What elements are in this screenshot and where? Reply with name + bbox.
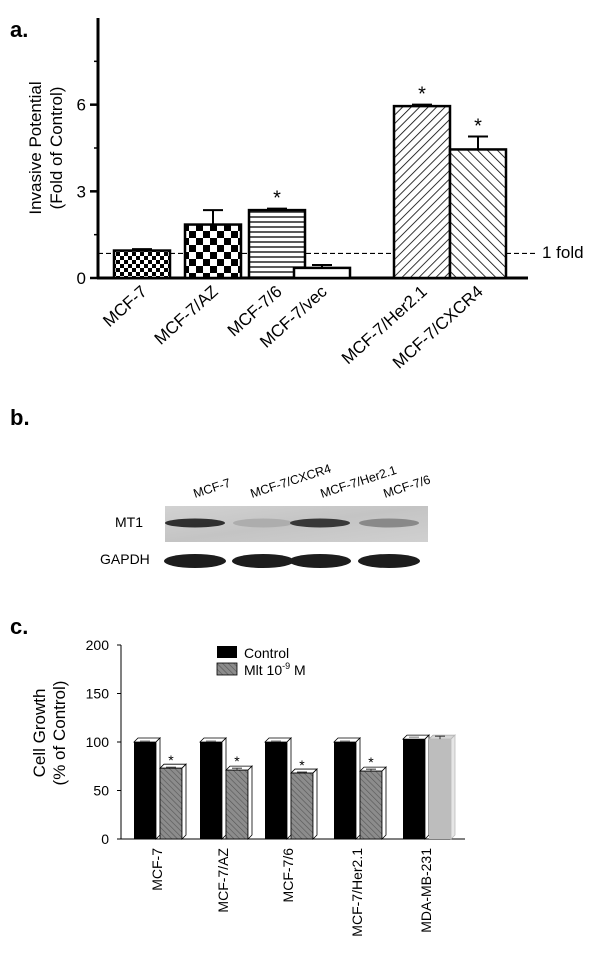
gapdh-band [232, 554, 294, 568]
gapdh-band [358, 554, 420, 568]
western-blot-bands [164, 518, 420, 568]
panel-c-bar-control [134, 742, 156, 839]
panel-c-significance-star: * [168, 752, 174, 768]
panel-c-significance-star: * [368, 754, 374, 770]
legend-mlt-exponent: -9 [282, 661, 290, 671]
panel-c-y-axis-title: Cell Growth (% of Control) [30, 681, 69, 786]
legend-label-mlt: Mlt 10-9 M [244, 661, 306, 678]
panel-c-y-tick-label: 150 [86, 686, 110, 702]
panel-c-y-tick-label: 200 [86, 637, 110, 653]
panel-c-bar-control-side [355, 737, 361, 840]
gapdh-band [289, 554, 351, 568]
panel-a-label: a. [10, 17, 28, 42]
panel-c-bar-mlt [429, 739, 451, 839]
panel-c-y-tick-label: 100 [86, 734, 110, 750]
panel-c-bar-mlt-side [181, 763, 187, 840]
panel-c-x-tick-label: MCF-7/Her2.1 [349, 848, 365, 937]
panel-c-bar-mlt-side [312, 768, 318, 840]
panel-a-x-tick-label: MCF-7 [99, 282, 150, 331]
panel-c-bar-mlt-side [247, 765, 253, 840]
panel-c-x-tick-label: MCF-7/AZ [215, 848, 231, 913]
panel-c-bar-mlt [290, 772, 314, 840]
panel-c-bar-control [403, 739, 425, 839]
panel-a-significance-star: * [474, 115, 482, 137]
legend-swatch-control [217, 646, 237, 658]
legend-mlt-text: Mlt 10 [244, 662, 282, 678]
panel-a-ylabel-line2: (Fold of Control) [47, 87, 66, 210]
blot-row-label-gapdh: GAPDH [100, 551, 150, 567]
panel-c-bar-control-side [424, 734, 430, 840]
panel-a-significance-star: * [273, 188, 281, 210]
panel-c-y-tick-label: 50 [93, 783, 109, 799]
panel-b-label: b. [10, 405, 30, 430]
panel-c-y-tick-label: 0 [101, 831, 109, 847]
panel-c-legend: Control Mlt 10-9 M [216, 645, 306, 678]
panel-c-bar-control-side [155, 737, 161, 840]
panel-a-ylabel-line1: Invasive Potential [26, 81, 45, 214]
panel-a-x-tick-label: MCF-7/AZ [151, 282, 222, 349]
panel-c-bar-control [334, 742, 356, 839]
panel-a-y-tick-label: 6 [77, 96, 86, 115]
panel-c-significance-star: * [234, 753, 240, 769]
panel-c-x-tick-label: MDA-MB-231 [418, 848, 434, 933]
panel-c-ylabel-line2: (% of Control) [50, 681, 69, 786]
reference-line-label: 1 fold [542, 243, 584, 262]
mt1-band [290, 518, 350, 528]
mt1-band [233, 518, 293, 528]
panel-a-bar [448, 148, 508, 280]
panel-c-bar-control [200, 742, 222, 839]
blot-row-label-mt1: MT1 [115, 514, 143, 530]
gapdh-band [164, 554, 226, 568]
mt1-band [359, 518, 419, 528]
panel-a-y-tick-label: 3 [77, 182, 86, 201]
panel-c-bar-control-side [221, 737, 227, 840]
panel-c-bar-mlt [359, 770, 383, 840]
panel-c-bar-control [265, 742, 287, 839]
blot-lane-label: MCF-7 [192, 476, 233, 501]
panel-a-bar [292, 266, 352, 280]
panel-a-y-axis-title: Invasive Potential (Fold of Control) [26, 81, 66, 214]
panel-c-x-tick-label: MCF-7 [149, 848, 165, 891]
panel-c-significance-star: * [299, 757, 305, 773]
panel-c-label: c. [10, 614, 28, 639]
panel-c-bar-mlt [225, 769, 249, 840]
legend-swatch-mlt [216, 662, 238, 676]
panel-a-significance-star: * [418, 84, 426, 106]
panel-c-bar-mlt-side [450, 734, 456, 840]
panel-a-bar [112, 249, 172, 280]
panel-c-x-tick-label: MCF-7/6 [280, 848, 296, 903]
panel-a-y-tick-label: 0 [77, 269, 86, 288]
legend-mlt-unit: M [290, 662, 306, 678]
panel-c-ylabel-line1: Cell Growth [30, 689, 49, 778]
panel-c-bar-mlt [159, 767, 183, 840]
legend-label-control: Control [244, 645, 289, 661]
mt1-band [165, 518, 225, 528]
panel-c-chart: 0 50 100 150 200 * MCF-7 * MCF-7/AZ * MCF-7/6 * MCF-… [86, 637, 465, 937]
panel-a-bar [183, 223, 243, 280]
panel-c-bar-control-side [286, 737, 292, 840]
panel-c-bar-mlt-side [381, 766, 387, 840]
panel-a-bar [392, 104, 452, 280]
